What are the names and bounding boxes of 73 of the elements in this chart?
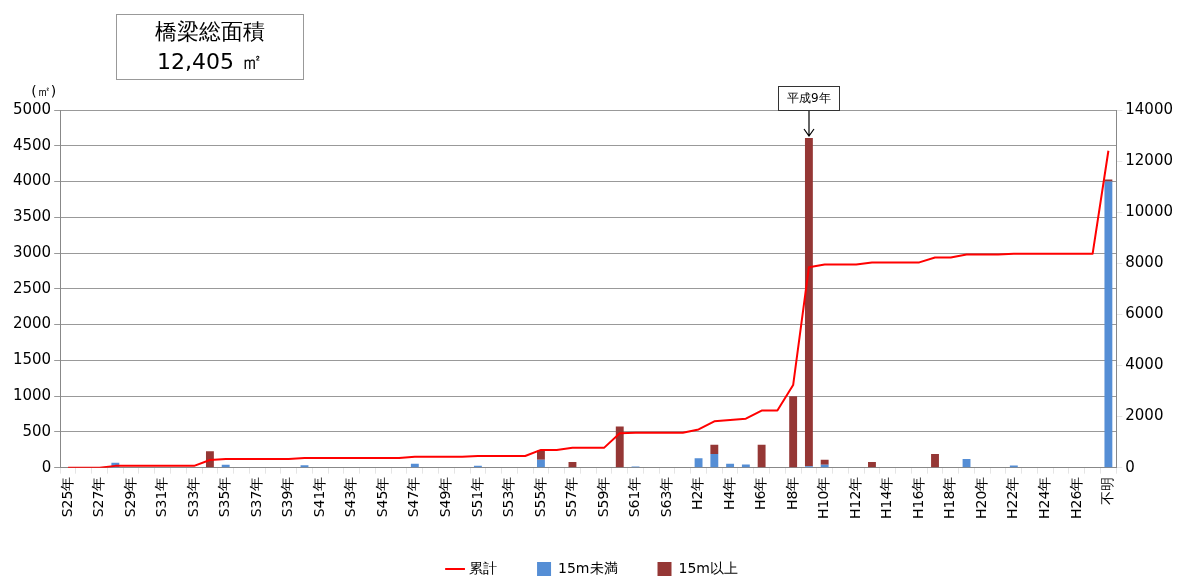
x-tick-label: H12年 [846, 476, 863, 519]
y2-tick-label: 12000 [1125, 150, 1173, 169]
x-tick-label: S47年 [405, 476, 422, 518]
x-tick-label: S39年 [279, 476, 296, 518]
x-tick-label: S43年 [342, 476, 359, 518]
x-tick-label: H2年 [689, 476, 706, 511]
y2-tick-label: 10000 [1125, 202, 1173, 221]
y2-tick-label: 0 [1125, 457, 1135, 476]
bar [931, 454, 939, 468]
bar [741, 464, 750, 468]
legend-label: 累計 [469, 559, 498, 576]
x-tick-label: S25年 [58, 476, 75, 518]
y-tick-label: 5000 [12, 99, 52, 118]
x-tick-label: S35年 [216, 476, 233, 518]
x-tick-label: S55年 [531, 476, 548, 518]
bar [868, 461, 876, 468]
bar [615, 426, 624, 468]
y-tick-label: 1000 [12, 386, 52, 405]
chart-title: 橋梁総面積 [154, 18, 266, 46]
y2-tick-label: 14000 [1125, 99, 1173, 118]
x-tick-label: S53年 [500, 476, 517, 518]
x-tick-label: S27年 [90, 476, 107, 518]
x-tick-label: H6年 [752, 476, 769, 511]
x-tick-label: S45年 [373, 476, 390, 518]
x-tick-label: 不明 [1099, 476, 1116, 505]
x-tick-label: S41年 [310, 476, 327, 518]
x-tick-label: S61年 [626, 476, 643, 518]
x-tick-label: S57年 [563, 476, 580, 518]
x-tick-label: H18年 [941, 476, 958, 519]
legend-label: 15m未満 [558, 559, 618, 576]
bar [537, 459, 545, 468]
y2-tick-label: 4000 [1125, 355, 1164, 374]
bar [694, 458, 703, 468]
x-tick-label: S49年 [437, 476, 453, 518]
x-tick-label: H20年 [972, 476, 989, 519]
text: 平成9年 [777, 85, 840, 111]
y-tick-label: 4000 [12, 171, 52, 190]
x-tick-label: H26年 [1067, 476, 1084, 519]
x-tick-label: H22年 [1004, 476, 1021, 519]
x-tick-label: S63年 [657, 476, 674, 518]
bar [789, 396, 798, 468]
legend-label: 15m以上 [678, 559, 738, 576]
bar [757, 444, 766, 468]
x-tick-label: H4年 [720, 476, 737, 511]
x-tick-label: S51年 [468, 476, 485, 518]
x-tick-label: H14年 [878, 476, 895, 519]
y2-tick-label: 2000 [1125, 406, 1164, 425]
x-tick-label: H24年 [1035, 476, 1052, 519]
y-tick-label: 1500 [12, 350, 52, 369]
bar [804, 137, 813, 467]
x-tick-label: S59年 [594, 476, 611, 518]
bar [1104, 181, 1113, 468]
bar [710, 444, 719, 455]
bar [710, 454, 719, 468]
chart-subtitle: 12,405 ㎡ [156, 48, 264, 76]
y-tick-label: 500 [22, 421, 52, 440]
x-tick-label: S29年 [121, 476, 138, 518]
x-tick-label: S37年 [247, 476, 264, 518]
y2-tick-label: 8000 [1125, 253, 1164, 272]
y-tick-label: 0 [41, 457, 52, 476]
x-tick-label: S33年 [184, 476, 201, 518]
x-tick-label: H10年 [815, 476, 832, 519]
x-tick-label: S31年 [153, 476, 170, 518]
y-axis-title: (㎡) [31, 82, 57, 99]
y-tick-label: 2000 [12, 314, 52, 333]
x-tick-label: H8年 [783, 476, 800, 511]
y-tick-label: 4500 [12, 135, 52, 154]
y-tick-label: 3000 [12, 242, 52, 261]
y-tick-label: 2500 [12, 278, 52, 297]
y2-tick-label: 6000 [1125, 304, 1164, 323]
y-tick-label: 3500 [12, 207, 52, 226]
bar [820, 459, 829, 465]
x-tick-label: H16年 [909, 476, 926, 519]
